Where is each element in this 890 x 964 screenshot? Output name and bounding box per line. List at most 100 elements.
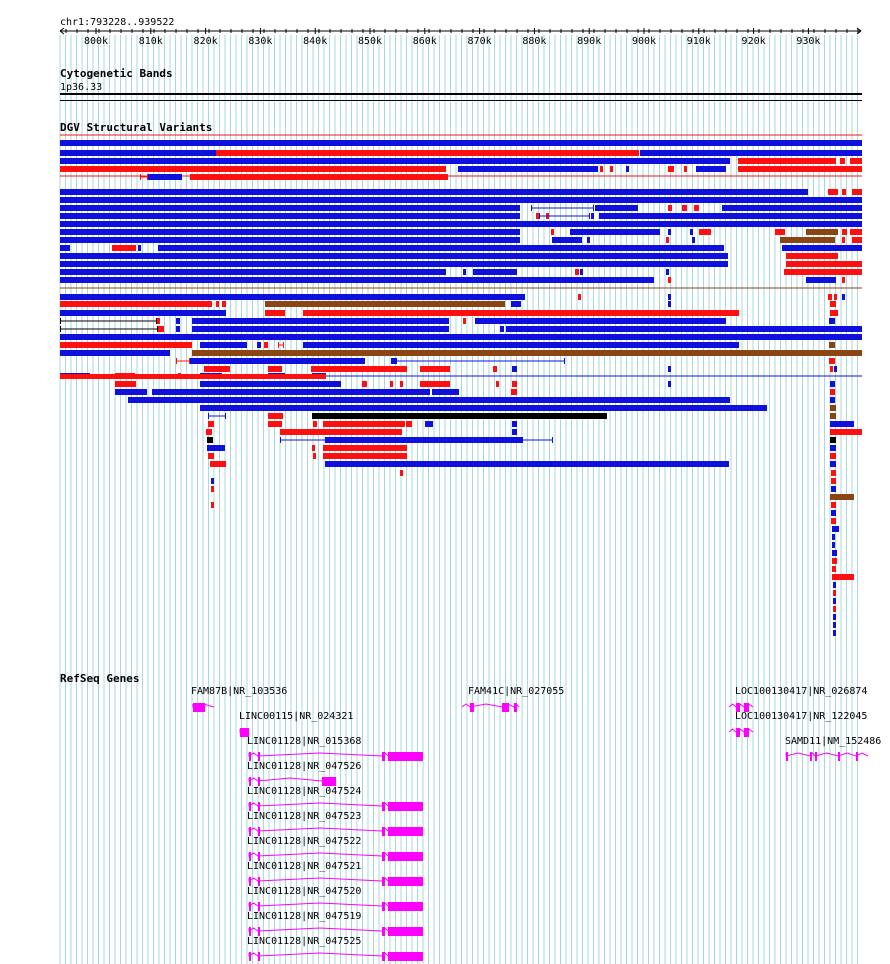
dgv-feature[interactable]: [842, 237, 845, 243]
dgv-feature[interactable]: [257, 342, 261, 348]
dgv-feature[interactable]: [832, 574, 854, 580]
dgv-feature[interactable]: [806, 277, 836, 283]
dgv-feature[interactable]: [512, 381, 517, 387]
dgv-feature[interactable]: [200, 405, 767, 411]
dgv-feature[interactable]: [60, 277, 654, 283]
dgv-feature[interactable]: [780, 237, 835, 243]
dgv-feature[interactable]: [138, 245, 141, 251]
dgv-feature[interactable]: [830, 397, 835, 403]
dgv-feature[interactable]: [390, 381, 393, 387]
dgv-feature[interactable]: [313, 421, 317, 427]
dgv-feature[interactable]: [832, 558, 837, 564]
dgv-feature[interactable]: [832, 542, 835, 548]
gene[interactable]: LINC01128|NR_047522: [247, 836, 424, 861]
dgv-feature[interactable]: [831, 470, 836, 476]
gene[interactable]: LINC01128|NR_047519: [247, 911, 424, 936]
dgv-feature[interactable]: [682, 205, 687, 211]
dgv-feature[interactable]: [830, 413, 836, 419]
dgv-feature[interactable]: [551, 229, 554, 235]
dgv-feature[interactable]: [587, 237, 590, 243]
dgv-feature[interactable]: [831, 486, 836, 492]
gene[interactable]: LINC01128|NR_047526: [247, 761, 361, 786]
dgv-feature[interactable]: [722, 205, 862, 211]
dgv-feature[interactable]: [511, 389, 517, 395]
dgv-feature[interactable]: [60, 213, 520, 219]
dgv-feature[interactable]: [668, 166, 674, 172]
dgv-feature[interactable]: [626, 166, 629, 172]
dgv-feature[interactable]: [60, 140, 862, 146]
dgv-feature[interactable]: [833, 590, 836, 596]
dgv-feature[interactable]: [208, 421, 214, 427]
dgv-feature[interactable]: [830, 429, 862, 435]
dgv-feature[interactable]: [668, 366, 671, 372]
dgv-feature[interactable]: [325, 461, 729, 467]
dgv-feature[interactable]: [831, 518, 836, 524]
dgv-feature[interactable]: [312, 445, 315, 451]
dgv-feature[interactable]: [600, 166, 603, 172]
dgv-feature[interactable]: [60, 189, 808, 195]
dgv-feature[interactable]: [60, 269, 446, 275]
dgv-feature[interactable]: [60, 350, 170, 356]
dgv-feature[interactable]: [206, 429, 212, 435]
dgv-feature[interactable]: [806, 229, 838, 235]
dgv-feature[interactable]: [500, 326, 504, 332]
dgv-feature[interactable]: [830, 461, 836, 467]
cytoband-bar[interactable]: [60, 93, 862, 95]
dgv-feature[interactable]: [60, 158, 730, 164]
dgv-feature[interactable]: [831, 510, 836, 516]
dgv-feature[interactable]: [591, 213, 594, 219]
dgv-feature[interactable]: [512, 429, 517, 435]
dgv-feature[interactable]: [830, 389, 835, 395]
dgv-feature[interactable]: [268, 366, 282, 372]
dgv-feature[interactable]: [552, 237, 582, 243]
dgv-feature[interactable]: [512, 366, 517, 372]
dgv-feature[interactable]: [840, 158, 845, 164]
dgv-feature[interactable]: [176, 318, 180, 324]
gene[interactable]: LINC01128|NR_047521: [247, 861, 424, 886]
dgv-feature[interactable]: [192, 350, 862, 356]
gene[interactable]: LINC01128|NR_047523: [247, 811, 424, 836]
dgv-feature[interactable]: [192, 326, 449, 332]
dgv-feature[interactable]: [666, 237, 669, 243]
dgv-feature[interactable]: [668, 381, 671, 387]
dgv-feature[interactable]: [512, 421, 517, 427]
dgv-feature[interactable]: [406, 421, 412, 427]
dgv-feature[interactable]: [786, 261, 862, 267]
dgv-feature[interactable]: [828, 189, 838, 195]
dgv-feature[interactable]: [216, 301, 219, 307]
dgv-feature[interactable]: [599, 213, 862, 219]
dgv-feature[interactable]: [833, 582, 836, 588]
dgv-feature[interactable]: [211, 478, 214, 484]
dgv-feature[interactable]: [595, 205, 638, 211]
dgv-feature[interactable]: [311, 366, 407, 372]
dgv-feature[interactable]: [473, 269, 517, 275]
dgv-feature[interactable]: [830, 453, 836, 459]
dgv-feature[interactable]: [190, 358, 365, 364]
dgv-feature[interactable]: [831, 478, 836, 484]
gene[interactable]: FAM87B|NR_103536: [191, 686, 287, 712]
dgv-feature[interactable]: [580, 269, 583, 275]
dgv-feature[interactable]: [536, 213, 539, 219]
dgv-feature[interactable]: [842, 277, 845, 283]
gene[interactable]: LINC01128|NR_047520: [247, 886, 424, 911]
dgv-feature[interactable]: [60, 342, 192, 348]
dgv-feature[interactable]: [303, 310, 739, 316]
dgv-feature[interactable]: [60, 310, 212, 316]
dgv-feature[interactable]: [211, 502, 214, 508]
dgv-feature[interactable]: [668, 205, 672, 211]
dgv-feature[interactable]: [420, 366, 450, 372]
dgv-feature[interactable]: [60, 166, 446, 172]
dgv-feature[interactable]: [264, 342, 268, 348]
dgv-feature[interactable]: [852, 189, 862, 195]
dgv-feature[interactable]: [842, 294, 845, 300]
dgv-feature[interactable]: [60, 197, 862, 203]
dgv-feature[interactable]: [207, 437, 213, 443]
dgv-feature[interactable]: [684, 166, 687, 172]
dgv-feature[interactable]: [60, 261, 728, 267]
dgv-feature[interactable]: [834, 366, 837, 372]
dgv-feature[interactable]: [158, 326, 164, 332]
dgv-feature[interactable]: [210, 461, 226, 467]
dgv-feature[interactable]: [60, 301, 212, 307]
dgv-feature[interactable]: [690, 229, 693, 235]
dgv-feature[interactable]: [699, 229, 711, 235]
